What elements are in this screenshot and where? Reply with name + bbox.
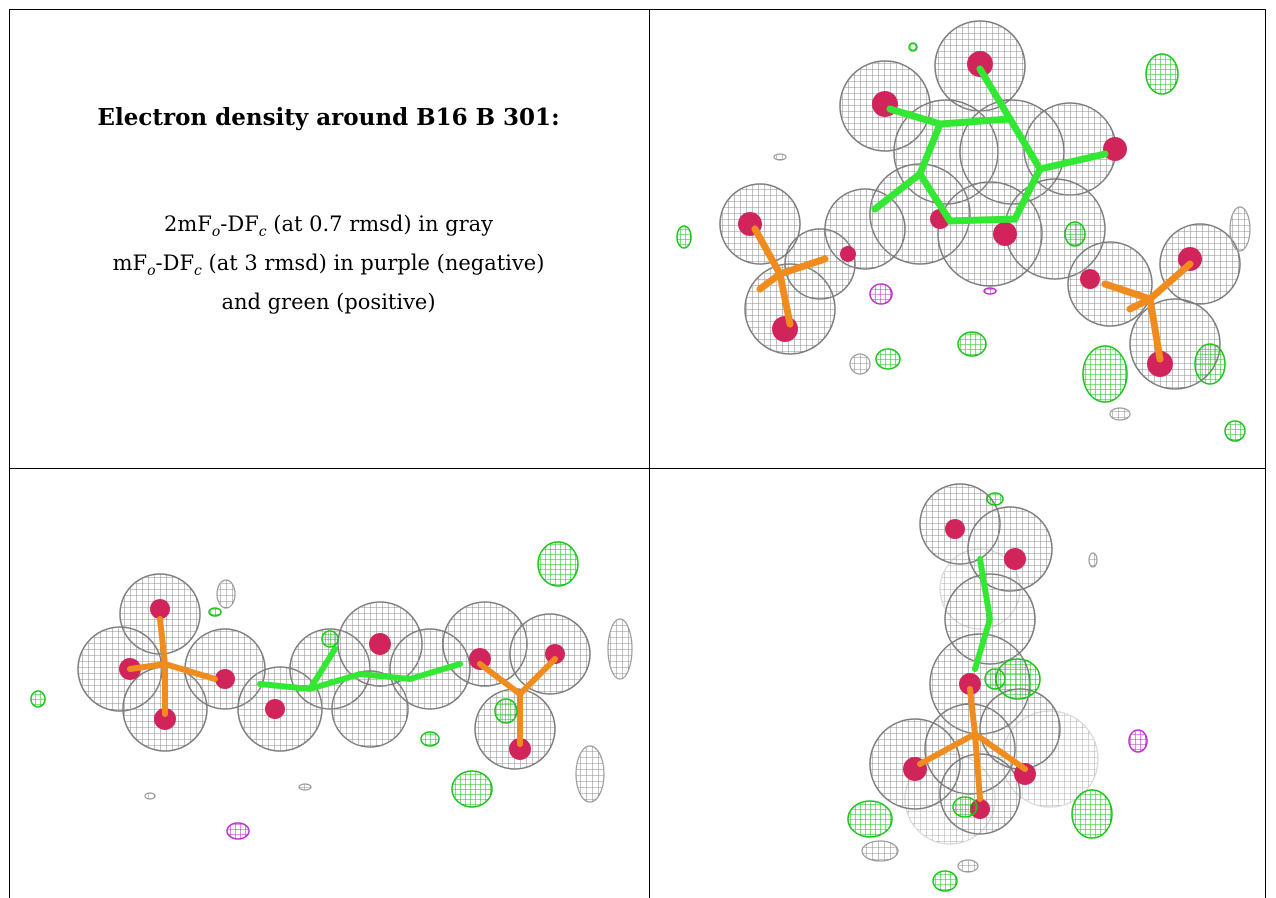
small-gray-fragments — [861, 552, 1098, 873]
table-border-left — [9, 9, 10, 898]
oxygen-atoms — [119, 599, 565, 760]
electron-density-mesh-icon — [676, 20, 1251, 442]
panel-top-right — [650, 9, 1265, 468]
caption-cell: Electron density around B16 B 301: 2mFo-… — [9, 9, 648, 468]
table-border-middle — [9, 468, 1266, 469]
carbon-bonds — [257, 646, 463, 693]
table-border-top — [9, 9, 1266, 10]
panel-bottom-right — [650, 469, 1265, 898]
negative-density — [1128, 729, 1148, 753]
small-gray-fragments — [144, 579, 633, 803]
negative-density — [869, 283, 997, 305]
electron-density-mesh-icon — [847, 483, 1148, 892]
carbon-bonds — [871, 65, 1109, 225]
panel-bottom-left — [10, 469, 649, 898]
positive-density — [676, 42, 1246, 442]
figure-table: Electron density around B16 B 301: 2mFo-… — [9, 9, 1266, 898]
phosphate-groups — [751, 225, 1194, 363]
positive-density — [847, 492, 1113, 892]
caption-body: 2mFo-DFc (at 0.7 rmsd) in gray mFo-DFc (… — [9, 209, 648, 318]
caption-line-3: and green (positive) — [221, 290, 436, 315]
caption-line-1: 2mFo-DFc (at 0.7 rmsd) in gray — [163, 212, 494, 241]
table-border-right — [1265, 9, 1266, 898]
electron-density-mesh-icon — [30, 541, 633, 840]
phosphate-groups — [127, 616, 558, 747]
negative-density — [226, 822, 250, 840]
phosphate-groups — [917, 686, 1028, 802]
caption-line-2: mFo-DFc (at 3 rmsd) in purple (negative) — [112, 251, 545, 280]
positive-density — [30, 541, 579, 808]
small-gray-fragments — [773, 153, 1251, 421]
table-border-center — [649, 9, 650, 898]
carbon-bonds — [972, 556, 994, 672]
caption-title: Electron density around B16 B 301: — [97, 104, 560, 131]
